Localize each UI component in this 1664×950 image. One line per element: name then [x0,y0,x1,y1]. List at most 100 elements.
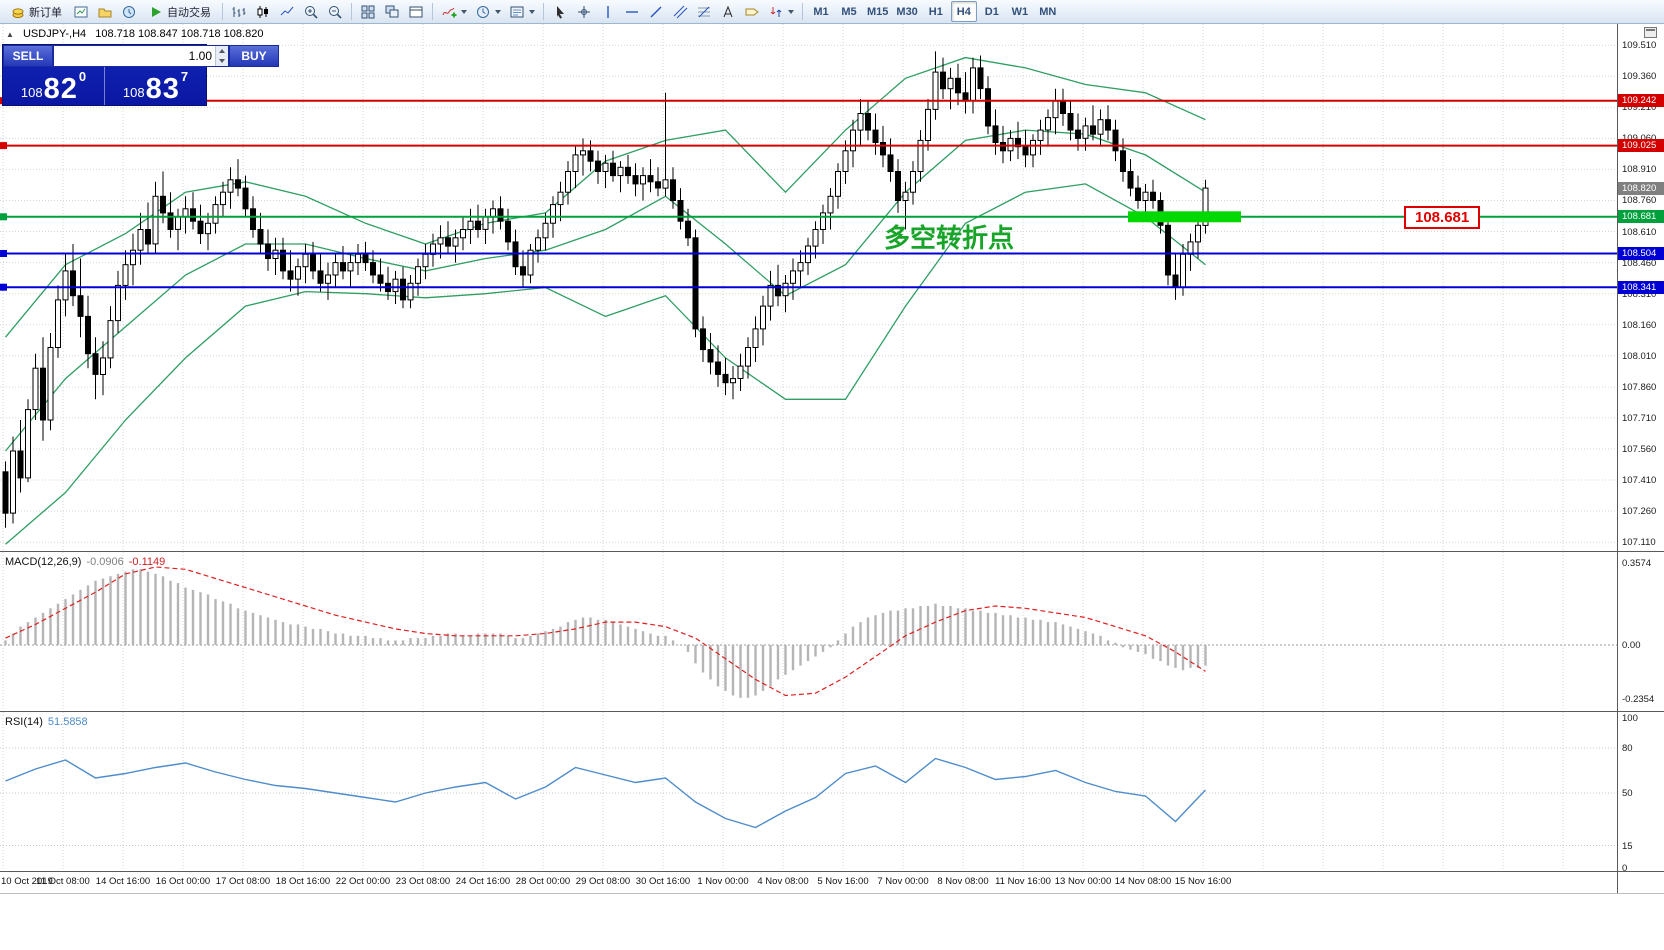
candle[interactable] [100,357,106,375]
candle[interactable] [332,262,339,276]
candle[interactable] [1097,119,1104,135]
candle[interactable] [902,191,909,201]
candle[interactable] [1112,129,1119,152]
candle[interactable] [400,278,406,301]
candle[interactable] [992,125,999,144]
timeframe-m5-button[interactable]: M5 [836,1,862,22]
candle[interactable] [797,262,804,272]
candle[interactable] [122,264,129,286]
candle[interactable] [782,282,789,297]
new-chart-button[interactable] [70,1,92,22]
periods-button[interactable] [472,1,504,22]
candle[interactable] [955,77,961,94]
volume-decrease-button[interactable] [216,56,228,66]
candle[interactable] [812,229,819,247]
trendline-button[interactable] [645,1,667,22]
candle[interactable] [47,347,54,421]
text-button[interactable] [717,1,739,22]
candle[interactable] [1067,113,1074,131]
candle[interactable] [1052,100,1059,119]
candle[interactable] [287,270,294,280]
candle[interactable] [115,284,121,322]
timeframe-w1-button[interactable]: W1 [1007,1,1033,22]
candle[interactable] [505,220,511,243]
volume-input[interactable] [54,46,215,66]
candle[interactable] [437,237,444,245]
candle[interactable] [175,216,181,230]
candle[interactable] [587,150,594,162]
candle[interactable] [1202,187,1209,226]
candle[interactable] [655,181,661,189]
candle[interactable] [340,262,346,272]
horizontal-line-objects[interactable] [0,97,1617,291]
buy-price[interactable]: 108 83 7 [104,67,206,105]
chart-plot[interactable]: 多空转折点 [0,24,1617,551]
candle[interactable] [760,305,766,330]
candle[interactable] [970,67,976,102]
candle[interactable] [55,299,61,348]
candle[interactable] [467,220,474,230]
candle[interactable] [722,373,729,384]
candle[interactable] [932,71,939,110]
candle[interactable] [145,229,151,245]
candle[interactable] [25,409,31,479]
candle[interactable] [77,295,84,317]
candle[interactable] [910,171,916,193]
line-chart-button[interactable] [276,1,298,22]
panel-divider[interactable] [0,551,1664,552]
candle[interactable] [362,253,369,264]
timeframe-m30-button[interactable]: M30 [893,1,920,22]
candle[interactable] [925,108,931,142]
candle[interactable] [482,216,489,230]
candle[interactable] [302,253,309,268]
candle[interactable] [850,129,856,152]
candle[interactable] [2,471,9,514]
candle[interactable] [347,262,354,272]
candle[interactable] [730,378,736,384]
templates-button[interactable] [506,1,538,22]
candle[interactable] [857,113,864,131]
candle[interactable] [92,353,99,375]
candle[interactable] [880,142,886,156]
candle[interactable] [662,179,669,189]
candle[interactable] [392,278,399,293]
profiles-button[interactable] [94,1,116,22]
candle[interactable] [977,67,984,90]
candlestick-chart-button[interactable] [252,1,274,22]
timeframe-d1-button[interactable]: D1 [979,1,1005,22]
rsi-panel[interactable] [0,712,1617,872]
panel-divider[interactable] [0,711,1664,712]
candle[interactable] [220,191,226,206]
candle[interactable] [775,284,781,297]
candle[interactable] [835,171,841,197]
market-watch-button[interactable] [118,1,140,22]
candle[interactable] [250,208,256,231]
tile-windows-button[interactable] [357,1,379,22]
candle[interactable] [62,270,69,301]
candle[interactable] [227,179,234,193]
candle[interactable] [1195,224,1201,243]
candle[interactable] [865,113,871,131]
candle[interactable] [257,229,264,245]
candle[interactable] [1082,125,1089,139]
chart-annotation[interactable]: 多空转折点 [884,223,1014,253]
candle[interactable] [670,179,676,202]
label-button[interactable] [741,1,763,22]
candle[interactable] [1037,129,1044,141]
candle[interactable] [497,208,504,222]
candle[interactable] [1187,241,1194,255]
timeframe-m1-button[interactable]: M1 [808,1,834,22]
candle[interactable] [415,266,421,284]
indicators-button[interactable] [438,1,470,22]
candle[interactable] [790,270,796,284]
candle[interactable] [610,162,616,177]
macd-panel[interactable] [0,552,1617,711]
candle[interactable] [565,171,571,193]
crosshair-button[interactable] [573,1,595,22]
candle[interactable] [32,367,39,411]
candle[interactable] [422,253,429,268]
candle[interactable] [842,150,849,173]
candle[interactable] [827,195,834,214]
channel-button[interactable] [669,1,691,22]
candle[interactable] [205,222,211,235]
